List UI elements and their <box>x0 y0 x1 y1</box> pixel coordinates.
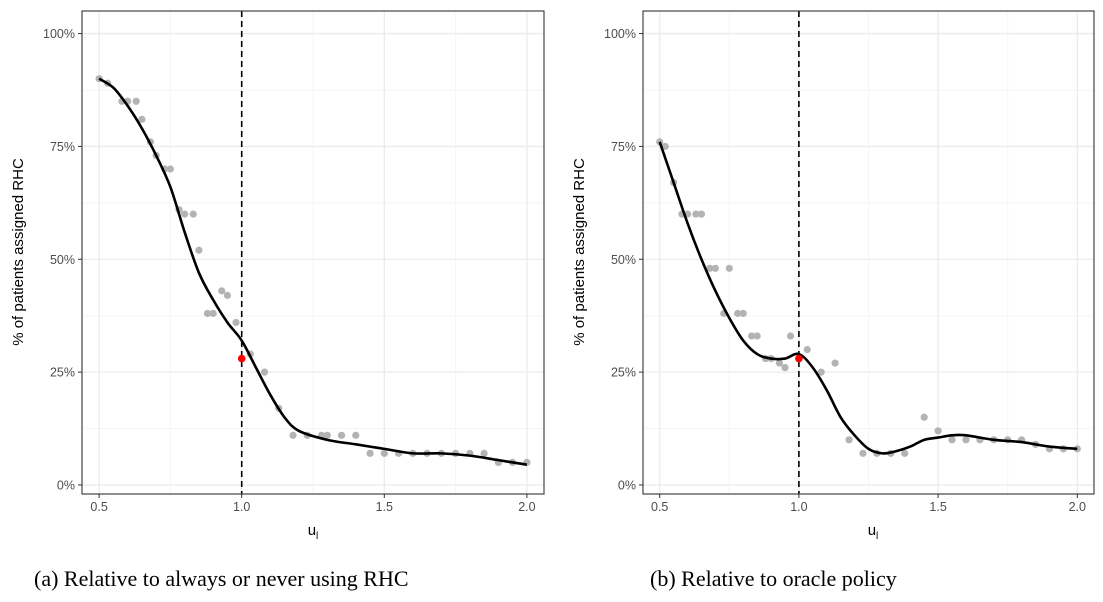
x-axis-label-b-main: u <box>868 522 876 539</box>
y-tick-label: 0% <box>618 478 636 492</box>
y-tick-label: 25% <box>50 366 75 380</box>
data-point <box>753 332 761 340</box>
data-point <box>920 413 928 421</box>
x-tick-label: 1.5 <box>929 500 946 514</box>
data-point <box>817 368 825 376</box>
panel-border-a <box>81 10 545 495</box>
caption-b: (b) Relative to oracle policy <box>650 566 897 591</box>
data-point <box>195 246 203 254</box>
data-point <box>775 359 784 367</box>
data-point <box>934 427 942 435</box>
data-point <box>747 332 756 340</box>
highlight-point <box>795 354 803 363</box>
y-tick-label: 50% <box>50 253 75 267</box>
y-tick-label: 100% <box>43 27 75 41</box>
data-point <box>725 264 733 272</box>
data-point <box>962 436 970 444</box>
data-point <box>692 210 700 218</box>
data-point <box>323 431 331 439</box>
x-tick-label: 1.0 <box>233 500 250 514</box>
chart-panel-b: 0.5 1.0 1.5 2.0 0% 25% 50% 75% 100% ul % of pat… <box>571 10 1095 542</box>
data-point <box>232 318 240 327</box>
data-point <box>480 449 488 457</box>
y-axis-ticks-a: 0% 25% 50% 75% 100% <box>43 27 82 492</box>
x-tick-label: 0.5 <box>90 500 107 514</box>
y-axis-label-b: % of patients assigned RHC <box>571 158 588 346</box>
highlight-point <box>237 354 246 363</box>
smooth-line <box>658 141 1078 455</box>
data-point <box>223 291 232 299</box>
x-tick-label: 1.5 <box>376 500 393 514</box>
data-point <box>786 332 795 340</box>
data-point <box>781 364 789 372</box>
y-tick-label: 50% <box>611 253 636 267</box>
figure: 0.5 1.0 1.5 2.0 0%25%50%75%100% ul % of pat… <box>10 10 1095 542</box>
x-tick-label: 0.5 <box>651 500 668 514</box>
y-tick-label: 25% <box>611 366 636 380</box>
data-point <box>380 449 388 457</box>
smooth-line <box>98 77 528 466</box>
data-point <box>132 97 140 105</box>
data-point <box>181 210 189 218</box>
data-point <box>166 165 175 173</box>
data-point <box>739 309 747 318</box>
x-axis-label-a-main: u <box>308 522 316 539</box>
data-point <box>352 431 360 439</box>
panel-border-b <box>642 10 1095 495</box>
x-axis-label-a-sub: l <box>316 531 318 542</box>
data-point <box>218 287 226 295</box>
y-tick-label: 75% <box>50 140 75 154</box>
highlight-point-a <box>237 354 246 363</box>
data-point <box>831 359 839 367</box>
data-point <box>706 264 714 272</box>
data-point <box>366 449 374 457</box>
x-tick-label: 1.0 <box>790 500 807 514</box>
data-point <box>661 142 669 151</box>
x-axis-ticks-b: 0.5 1.0 1.5 2.0 <box>651 494 1086 514</box>
data-point <box>138 115 146 123</box>
y-tick-label: 75% <box>611 140 636 154</box>
data-point <box>203 309 212 318</box>
data-point <box>845 436 853 444</box>
data-point <box>697 210 706 218</box>
smooth-curve-a <box>98 77 528 466</box>
x-axis-ticks-a: 0.5 1.0 1.5 2.0 <box>90 494 536 514</box>
data-point <box>209 309 217 318</box>
data-point <box>901 449 909 457</box>
y-tick-label: 100% <box>604 27 636 41</box>
y-axis-label-a: % of patients assigned RHC <box>10 158 27 346</box>
data-point <box>337 431 346 439</box>
x-axis-label-b-sub: l <box>876 531 878 542</box>
data-point <box>711 264 719 272</box>
x-axis-label-a: ul <box>308 522 319 542</box>
data-point <box>803 345 811 354</box>
data-point <box>734 309 742 318</box>
x-tick-label: 2.0 <box>1069 500 1086 514</box>
y-axis-ticks-b: 0% 25% 50% 75% 100% <box>604 27 643 492</box>
data-point <box>948 436 956 444</box>
y-tick-label: 0% <box>57 478 75 492</box>
smooth-curve-b <box>658 141 1078 455</box>
x-axis-label-b: ul <box>868 522 879 542</box>
highlight-point-b <box>795 354 803 363</box>
chart-panel-a: 0.5 1.0 1.5 2.0 0% 25% 50% 75% 100% ul % of pat… <box>10 10 545 542</box>
data-point <box>859 449 867 457</box>
x-tick-label: 2.0 <box>518 500 535 514</box>
data-point <box>189 210 197 218</box>
caption-a: (a) Relative to always or never using RH… <box>34 566 409 591</box>
data-point <box>260 368 269 376</box>
data-point <box>289 431 297 439</box>
